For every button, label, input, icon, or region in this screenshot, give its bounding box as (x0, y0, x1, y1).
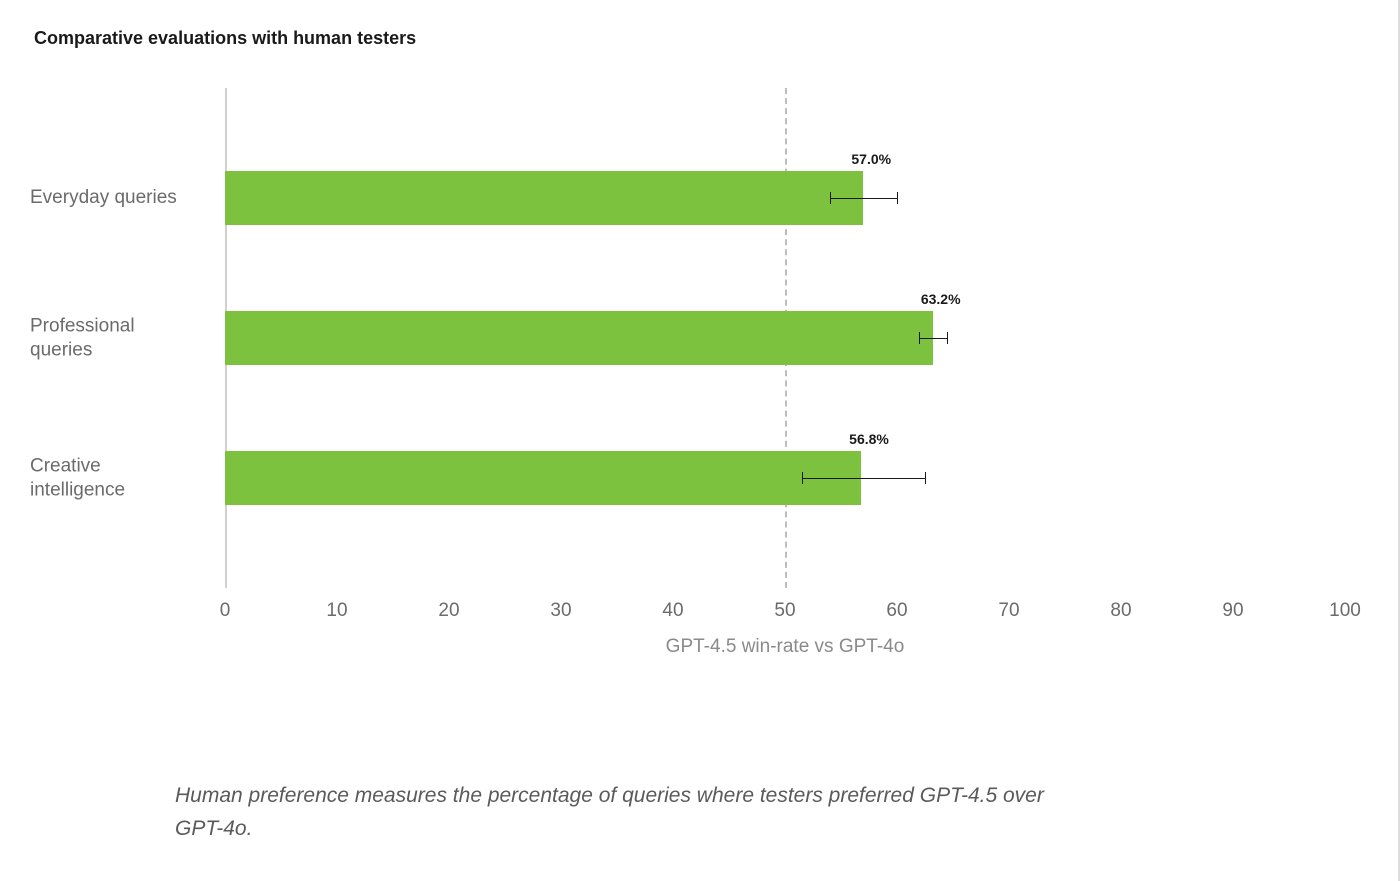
chart: Everyday queries Professional queries Crea… (30, 88, 1370, 648)
x-axis-tick-label: 40 (662, 600, 683, 622)
error-bar-cap (947, 332, 948, 344)
error-bar-cap (919, 332, 920, 344)
y-axis-labels: Everyday queries Professional queries Crea… (30, 88, 205, 588)
x-axis-ticks: 0102030405060708090100 (225, 592, 1345, 632)
error-bar-cap (830, 192, 831, 204)
page: Comparative evaluations with human teste… (0, 0, 1400, 881)
bar (225, 171, 863, 225)
x-axis-tick-label: 60 (886, 600, 907, 622)
x-axis-tick-label: 30 (550, 600, 571, 622)
x-axis-tick-label: 70 (998, 600, 1019, 622)
x-axis-label: GPT-4.5 win-rate vs GPT-4o (225, 636, 1345, 658)
chart-title: Comparative evaluations with human teste… (34, 28, 1370, 49)
chart-caption: Human preference measures the percentage… (175, 780, 1075, 845)
bar-value-label: 63.2% (921, 291, 961, 307)
bar (225, 311, 933, 365)
error-bar (830, 198, 897, 199)
y-axis-category-label: Professional queries (30, 314, 195, 362)
y-axis-category-label: Everyday queries (30, 186, 195, 210)
y-axis-category-label: Creative intelligence (30, 454, 195, 502)
x-axis-tick-label: 10 (326, 600, 347, 622)
plot-area: 57.0% 63.2% 56.8% (225, 88, 1345, 588)
error-bar (802, 478, 925, 479)
x-axis-tick-label: 0 (220, 600, 231, 622)
x-axis-tick-label: 100 (1329, 600, 1361, 622)
x-axis-tick-label: 50 (774, 600, 795, 622)
error-bar (919, 338, 947, 339)
error-bar-cap (897, 192, 898, 204)
error-bar-cap (925, 472, 926, 484)
bar-value-label: 57.0% (851, 151, 891, 167)
bar-value-label: 56.8% (849, 431, 889, 447)
error-bar-cap (802, 472, 803, 484)
x-axis-tick-label: 90 (1222, 600, 1243, 622)
bar (225, 451, 861, 505)
x-axis-tick-label: 80 (1110, 600, 1131, 622)
x-axis-tick-label: 20 (438, 600, 459, 622)
